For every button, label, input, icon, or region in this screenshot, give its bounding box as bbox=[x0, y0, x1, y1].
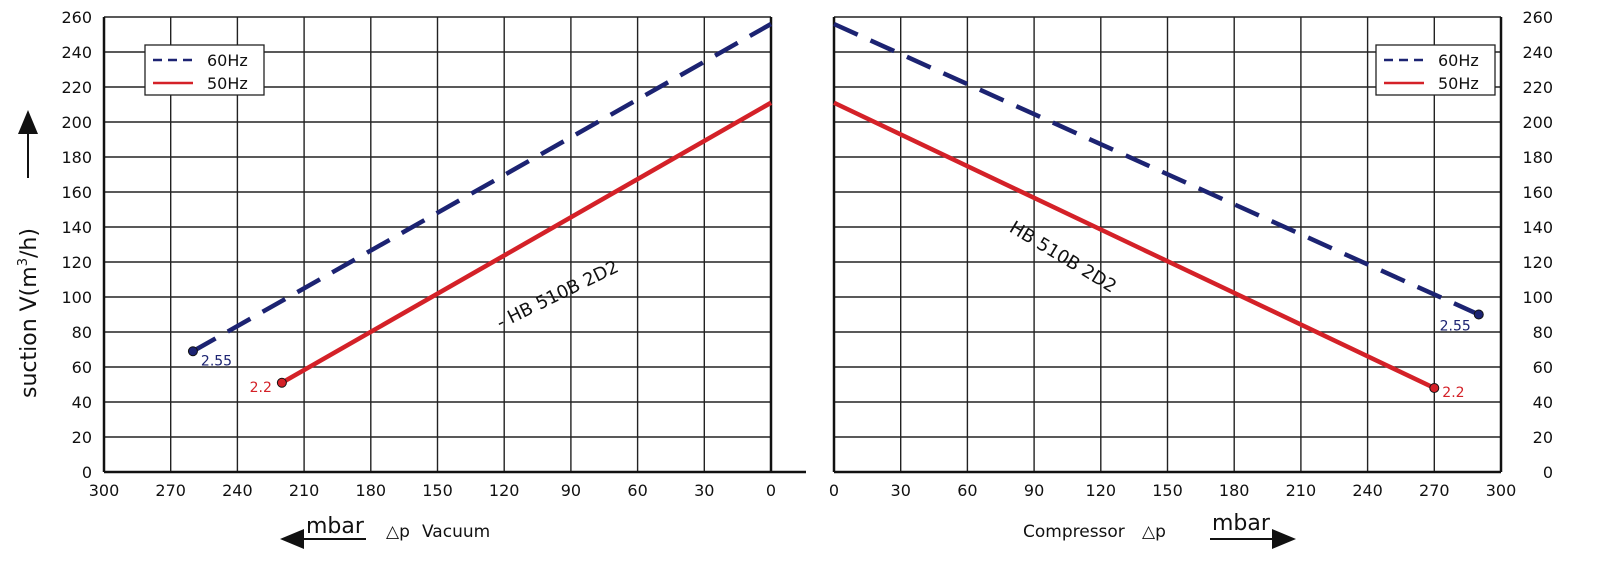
x-tick-label: 270 bbox=[1419, 481, 1450, 500]
y-tick-label: 80 bbox=[72, 323, 92, 342]
x-tick-label: 300 bbox=[89, 481, 120, 500]
y-tick-label: 100 bbox=[61, 288, 92, 307]
right-arrow-icon bbox=[1210, 529, 1296, 549]
y-tick-label: 160 bbox=[1522, 183, 1553, 202]
y-tick-label: 120 bbox=[61, 253, 92, 272]
x-tick-label: 30 bbox=[694, 481, 714, 500]
x-tick-label: 300 bbox=[1486, 481, 1517, 500]
x-tick-label: 120 bbox=[489, 481, 520, 500]
y-tick-label: 140 bbox=[1522, 218, 1553, 237]
x-tick-label: 210 bbox=[289, 481, 320, 500]
y-tick-label: 40 bbox=[1533, 393, 1553, 412]
y-tick-label: 260 bbox=[61, 8, 92, 27]
compressor-panel: 0 30 60 90 120 150 180 210 240 270 300260240220200… bbox=[829, 8, 1553, 500]
x-tick-label: 240 bbox=[222, 481, 253, 500]
x-tick-label: 180 bbox=[1219, 481, 1250, 500]
x-tick-label: 210 bbox=[1286, 481, 1317, 500]
compressor-unit: mbar bbox=[1212, 511, 1271, 536]
y-tick-label: 0 bbox=[82, 463, 92, 482]
series-line-60Hz bbox=[191, 22, 773, 354]
compressor-legend: 60Hz 50Hz bbox=[1375, 44, 1496, 96]
legend-label-50Hz: 50Hz bbox=[207, 74, 248, 93]
series-end-label: 2.2 bbox=[250, 380, 272, 396]
vacuum-legend: 60Hz 50Hz bbox=[144, 44, 265, 96]
x-tick-label: 120 bbox=[1086, 481, 1117, 500]
series-end-label: 2.55 bbox=[201, 353, 232, 369]
series-endpoint-60Hz bbox=[187, 346, 198, 357]
x-tick-label: 150 bbox=[1152, 481, 1183, 500]
x-tick-label: 0 bbox=[829, 481, 839, 500]
y-tick-label: 140 bbox=[61, 218, 92, 237]
y-tick-label: 60 bbox=[72, 358, 92, 377]
y-tick-label: 20 bbox=[1533, 428, 1553, 447]
y-tick-label: 220 bbox=[1522, 78, 1553, 97]
y-axis-title: suction V(m3/h) bbox=[16, 228, 42, 398]
chart-panels: 300 270 240 210 180 150 120 90 60 30 0260240220200… bbox=[61, 8, 1553, 500]
vacuum-x-caption: mbar △p Vacuum bbox=[280, 514, 490, 549]
y-axis-title-main: suction V(m bbox=[17, 266, 42, 398]
x-tick-label: 270 bbox=[155, 481, 186, 500]
y-tick-label: 200 bbox=[61, 113, 92, 132]
x-tick-label: 30 bbox=[891, 481, 911, 500]
y-tick-label: 180 bbox=[61, 148, 92, 167]
y-tick-label: 100 bbox=[1522, 288, 1553, 307]
y-axis-up-arrow bbox=[18, 110, 38, 178]
series-endpoint-50Hz bbox=[1429, 383, 1440, 393]
y-tick-label: 240 bbox=[1522, 43, 1553, 62]
model-label: - HB 510B 2D2 bbox=[493, 256, 622, 333]
y-tick-label: 40 bbox=[72, 393, 92, 412]
legend-label-60Hz: 60Hz bbox=[207, 51, 248, 70]
x-tick-label: 180 bbox=[356, 481, 387, 500]
x-tick-label: 90 bbox=[561, 481, 581, 500]
x-tick-label: 240 bbox=[1352, 481, 1383, 500]
x-tick-label: 90 bbox=[1024, 481, 1044, 500]
series-end-label: 2.2 bbox=[1442, 385, 1464, 401]
y-tick-label: 180 bbox=[1522, 148, 1553, 167]
series-end-label: 2.55 bbox=[1440, 319, 1471, 335]
y-axis-title-sup: 3 bbox=[16, 258, 31, 266]
legend-label-60Hz: 60Hz bbox=[1438, 51, 1479, 70]
y-axis-title-end: /h) bbox=[17, 228, 42, 258]
series-endpoint-50Hz bbox=[276, 377, 287, 388]
vacuum-unit: mbar bbox=[306, 514, 365, 539]
legend-box bbox=[144, 44, 265, 96]
vacuum-label: Vacuum bbox=[422, 522, 490, 542]
y-tick-label: 20 bbox=[72, 428, 92, 447]
x-tick-label: 150 bbox=[422, 481, 453, 500]
left-arrow-icon bbox=[280, 529, 366, 549]
y-tick-label: 260 bbox=[1522, 8, 1553, 27]
y-tick-label: 0 bbox=[1543, 463, 1553, 482]
compressor-x-caption: Compressor △p mbar bbox=[1023, 511, 1296, 549]
y-tick-label: 200 bbox=[1522, 113, 1553, 132]
compressor-delta-p: △p bbox=[1142, 522, 1166, 542]
y-tick-label: 120 bbox=[1522, 253, 1553, 272]
y-tick-label: 220 bbox=[61, 78, 92, 97]
compressor-label: Compressor bbox=[1023, 522, 1125, 542]
y-tick-label: 60 bbox=[1533, 358, 1553, 377]
y-tick-label: 80 bbox=[1533, 323, 1553, 342]
x-tick-label: 60 bbox=[627, 481, 647, 500]
series-line-50Hz bbox=[280, 100, 773, 385]
vacuum-delta-p: △p bbox=[386, 522, 410, 542]
x-tick-label: 0 bbox=[766, 481, 776, 500]
x-tick-label: 60 bbox=[957, 481, 977, 500]
series-line-50Hz bbox=[833, 100, 1436, 391]
legend-label-50Hz: 50Hz bbox=[1438, 74, 1479, 93]
y-tick-label: 160 bbox=[61, 183, 92, 202]
legend-box bbox=[1375, 44, 1496, 96]
series-endpoint-60Hz bbox=[1473, 309, 1484, 320]
y-tick-label: 240 bbox=[61, 43, 92, 62]
vacuum-panel: 300 270 240 210 180 150 120 90 60 30 0260240220200… bbox=[61, 8, 806, 500]
